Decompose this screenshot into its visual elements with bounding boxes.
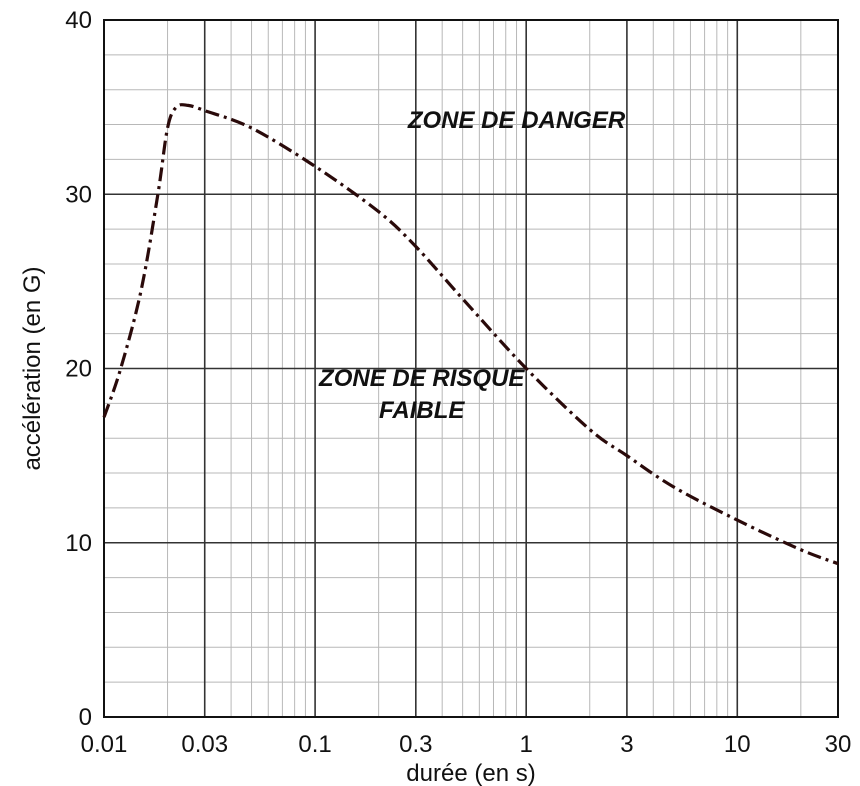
x-tick-label: 0.03 [181, 731, 228, 758]
x-tick-label: 3 [620, 731, 633, 758]
y-tick-labels: 0 10 20 30 40 [65, 7, 92, 731]
danger-zone-label: ZONE DE DANGER [407, 107, 626, 134]
y-tick-label: 40 [65, 7, 92, 34]
zone-annotations: ZONE DE DANGER ZONE DE RISQUE FAIBLE [318, 107, 626, 424]
y-tick-label: 30 [65, 181, 92, 208]
x-axis-title: durée (en s) [406, 760, 535, 786]
x-tick-label: 30 [825, 731, 852, 758]
x-tick-label: 10 [724, 731, 751, 758]
y-tick-label: 10 [65, 530, 92, 557]
y-axis-title: accélération (en G) [19, 266, 46, 470]
x-tick-label: 1 [520, 731, 533, 758]
low-risk-zone-label: ZONE DE RISQUE [318, 365, 525, 392]
y-tick-label: 0 [79, 704, 92, 731]
x-tick-label: 0.3 [399, 731, 432, 758]
x-tick-label: 0.1 [298, 731, 331, 758]
x-tick-labels: 0.01 0.03 0.1 0.3 1 3 10 30 [81, 731, 852, 758]
tolerance-curve [102, 103, 839, 566]
low-risk-zone-label: FAIBLE [379, 397, 465, 424]
plot-frame [103, 19, 839, 718]
x-tick-label: 0.01 [81, 731, 128, 758]
y-tick-label: 20 [65, 356, 92, 383]
